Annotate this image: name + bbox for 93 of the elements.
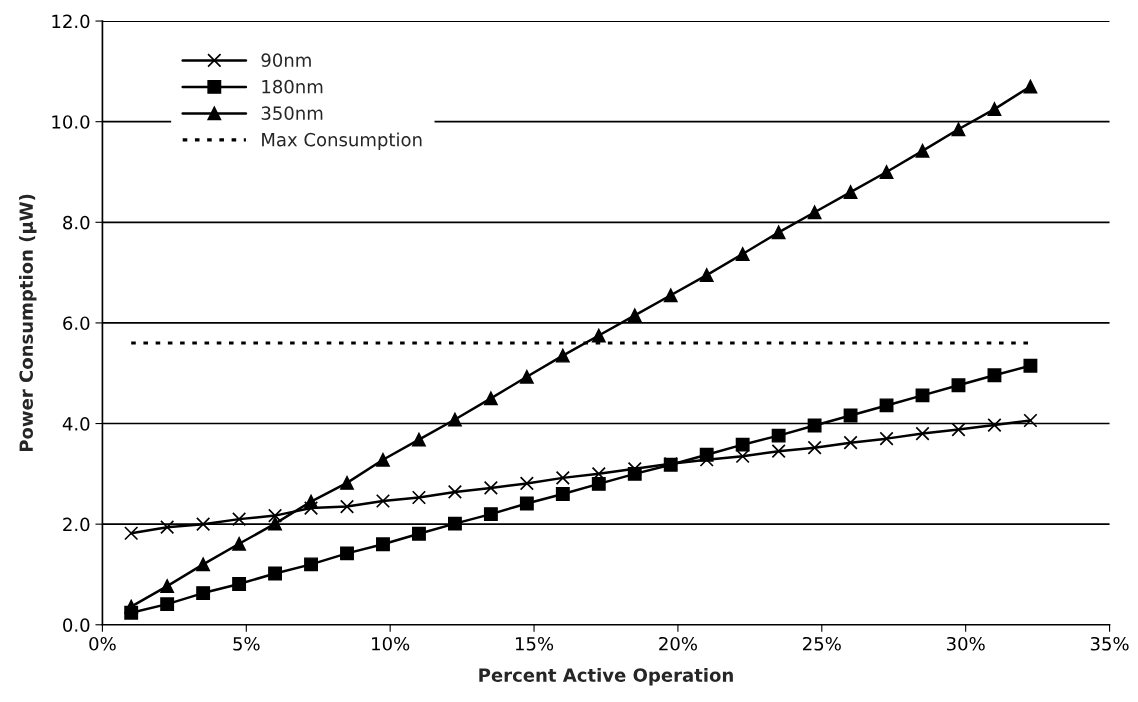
- point: [771, 225, 786, 240]
- y-axis-title: Power Consumption (µW): [19, 194, 37, 452]
- y-tick-label: 0.0: [63, 618, 90, 632]
- point: [699, 452, 714, 467]
- point: [915, 426, 930, 441]
- point: [232, 536, 247, 551]
- point: [627, 308, 642, 323]
- legend-label: Max Consumption: [262, 132, 422, 150]
- point: [232, 577, 247, 591]
- point: [483, 480, 498, 496]
- point: [124, 526, 139, 541]
- point: [879, 165, 894, 179]
- point: [555, 487, 570, 501]
- point: [591, 328, 606, 343]
- point: [303, 500, 319, 516]
- point: [483, 391, 498, 406]
- point: [807, 418, 822, 433]
- point: [951, 122, 966, 137]
- point: [627, 461, 642, 476]
- point: [591, 476, 606, 491]
- point: [699, 268, 714, 283]
- point: [519, 369, 534, 384]
- point: [412, 526, 426, 541]
- point: [591, 466, 606, 481]
- point: [735, 247, 750, 261]
- point: [735, 449, 750, 464]
- point: [987, 102, 1002, 117]
- point: [447, 484, 463, 500]
- point: [843, 435, 858, 450]
- point: [951, 378, 966, 393]
- x-tick-label: 10%: [372, 636, 410, 651]
- point: [304, 557, 318, 572]
- point: [340, 475, 354, 490]
- point: [160, 579, 175, 593]
- y-tick-label: 6.0: [63, 316, 90, 331]
- y-tick-label: 8.0: [63, 215, 90, 230]
- point: [196, 586, 211, 601]
- x-tick-label: 25%: [803, 636, 841, 651]
- point: [267, 508, 283, 523]
- point: [555, 348, 570, 363]
- point: [663, 288, 678, 303]
- point: [196, 557, 211, 572]
- point: [519, 476, 534, 491]
- point: [376, 452, 390, 467]
- point: [771, 428, 786, 443]
- point: [268, 566, 283, 581]
- x-axis-title: Percent Active Operation: [479, 667, 733, 686]
- point: [339, 499, 355, 514]
- x-tick-label: 20%: [659, 636, 697, 651]
- point: [376, 537, 390, 552]
- point: [555, 470, 570, 485]
- point: [1023, 358, 1038, 373]
- point: [340, 546, 354, 561]
- point: [196, 517, 211, 532]
- y-tick-label: 2.0: [63, 517, 90, 532]
- point: [519, 496, 534, 511]
- point: [447, 412, 462, 427]
- point: [412, 432, 426, 447]
- point: [915, 388, 930, 403]
- point: [268, 516, 283, 531]
- point: [447, 516, 462, 531]
- legend-label: 350nm: [261, 106, 323, 120]
- point: [879, 398, 894, 413]
- point: [951, 422, 966, 437]
- point: [160, 520, 175, 535]
- point: [987, 368, 1002, 383]
- legend-label: 90nm: [261, 53, 311, 67]
- point: [124, 605, 139, 620]
- y-tick-label: 10.0: [52, 115, 90, 129]
- y-tick-label: 4.0: [62, 417, 90, 431]
- point: [771, 444, 786, 459]
- point: [1023, 413, 1038, 428]
- point: [879, 431, 894, 446]
- point: [735, 437, 750, 452]
- point: [232, 512, 247, 527]
- x-tick-label: 15%: [515, 636, 554, 651]
- point: [375, 493, 391, 509]
- point: [160, 597, 175, 612]
- legend-label: 180nm: [262, 79, 323, 94]
- y-tick-label: 12.0: [52, 14, 90, 29]
- point: [807, 205, 822, 220]
- point: [1023, 79, 1038, 94]
- point: [843, 408, 858, 423]
- point: [483, 507, 498, 522]
- point: [807, 440, 822, 455]
- point: [987, 417, 1002, 433]
- x-tick-label: 0%: [89, 636, 116, 651]
- x-tick-label: 5%: [233, 636, 260, 651]
- point: [411, 490, 427, 505]
- x-tick-label: 35%: [1090, 636, 1129, 651]
- point: [915, 143, 930, 158]
- x-tick-label: 30%: [946, 636, 985, 651]
- point: [843, 185, 858, 200]
